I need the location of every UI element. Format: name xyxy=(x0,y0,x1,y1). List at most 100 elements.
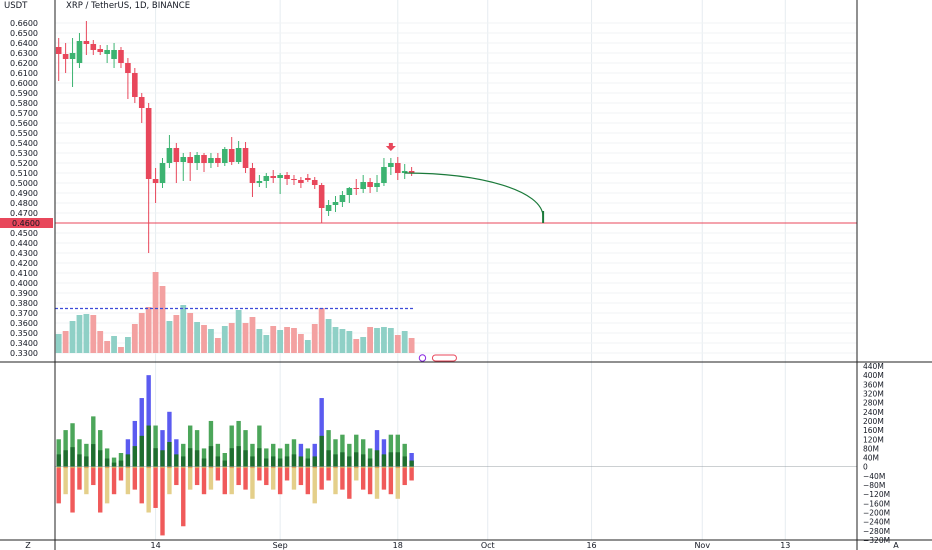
oscillator-bar-negative xyxy=(201,466,207,495)
oscillator-bar-positive xyxy=(70,423,75,467)
volume-layer xyxy=(55,272,415,353)
price-tick-label: 0.6400 xyxy=(10,39,38,48)
price-tick-label: 0.4100 xyxy=(10,269,38,278)
oscillator-bar-negative xyxy=(187,466,193,490)
volume-bar xyxy=(346,331,353,353)
price-tick-label: 0.4000 xyxy=(10,279,38,288)
candle-body xyxy=(346,188,353,195)
oscillator-bar-negative xyxy=(305,466,311,495)
oscillator-bar-positive xyxy=(153,425,158,467)
oscillator-bar-core xyxy=(395,452,400,467)
volume-bar xyxy=(291,328,297,353)
oscillator-bar-negative xyxy=(236,466,241,486)
volume-bar xyxy=(298,334,304,353)
oscillator-bar-baseline xyxy=(298,466,304,469)
volume-bar xyxy=(270,326,277,353)
oscillator-bar-baseline xyxy=(194,466,200,469)
volume-bar xyxy=(263,335,270,353)
volume-bar xyxy=(208,329,214,353)
oscillator-bar-baseline xyxy=(347,466,352,469)
sell-marker-arrow xyxy=(385,146,396,151)
oscillator-bar-negative xyxy=(91,466,96,486)
candle-body xyxy=(166,148,173,163)
oscillator-bar-positive xyxy=(312,443,317,467)
oscillator-bar-core xyxy=(271,456,276,467)
candle-body xyxy=(221,149,228,163)
oscillator-bar-positive xyxy=(264,448,269,467)
oscillator-bar-positive xyxy=(160,430,165,467)
date-tick-label: 16 xyxy=(586,541,596,550)
oscillator-bar-positive xyxy=(284,443,290,467)
volume-bar xyxy=(55,334,62,353)
volume-bar xyxy=(401,331,408,353)
oscillator-bar-baseline xyxy=(367,466,373,469)
oscillator-bar-positive xyxy=(118,453,124,467)
oscillator-bar-baseline xyxy=(250,466,255,469)
oscillator-bar-baseline xyxy=(84,466,89,469)
oscillator-bar-positive xyxy=(222,453,227,467)
oscillator-bar-positive xyxy=(84,443,89,467)
current-price-label: 0.4600 xyxy=(12,219,40,228)
oscillator-bar-negative xyxy=(340,466,345,490)
oscillator-bar-baseline xyxy=(360,466,366,469)
oscillator-tick-label: −200M xyxy=(863,509,890,518)
oscillator-bar-core xyxy=(160,450,165,467)
candle-body xyxy=(291,179,297,180)
oscillator-bar-baseline xyxy=(63,466,68,469)
candle-body xyxy=(305,178,311,180)
oscillator-bar-baseline xyxy=(174,466,179,469)
oscillator-bar-positive xyxy=(125,439,131,467)
oscillator-tick-label: −240M xyxy=(863,518,890,527)
volume-bar xyxy=(166,321,173,353)
volume-bar xyxy=(221,326,228,353)
oscillator-bar-core xyxy=(236,446,241,467)
candle-body xyxy=(374,183,380,187)
oscillator-bar-negative xyxy=(284,466,290,481)
grid-layer xyxy=(55,0,857,540)
oscillator-bar-negative xyxy=(98,466,103,513)
oscillator-bar-baseline xyxy=(181,466,186,469)
oscillator-bar-core xyxy=(201,458,207,467)
oscillator-bar-negative xyxy=(277,466,283,495)
oscillator-bar-core xyxy=(215,456,221,467)
oscillator-bar-core xyxy=(139,435,144,467)
candle-body xyxy=(277,175,283,178)
price-tick-label: 0.6100 xyxy=(10,69,38,78)
oscillator-bar-negative xyxy=(360,466,366,490)
date-tick-label: 14 xyxy=(150,541,160,550)
oscillator-bar-negative xyxy=(264,466,269,486)
candle-body xyxy=(401,171,408,173)
volume-bar xyxy=(394,335,401,353)
oscillator-bar-negative xyxy=(153,466,158,508)
candle-body xyxy=(83,41,90,44)
oscillator-bar-positive xyxy=(132,420,138,467)
oscillator-bar-negative xyxy=(229,466,234,495)
oscillator-bar-positive xyxy=(187,425,193,467)
volume-bar xyxy=(374,328,380,353)
oscillator-tick-label: −320M xyxy=(863,536,890,545)
oscillator-bar-core xyxy=(208,446,214,467)
oscillator-bar-negative xyxy=(250,466,255,499)
candle-body xyxy=(263,176,270,181)
oscillator-bar-positive xyxy=(326,430,331,467)
price-tick-label: 0.5500 xyxy=(10,129,38,138)
date-tick-label: 13 xyxy=(780,541,790,550)
oscillator-bar-positive xyxy=(146,375,151,467)
oscillator-bar-negative xyxy=(374,466,380,499)
volume-bar xyxy=(256,329,263,353)
oscillator-tick-label: −160M xyxy=(863,499,890,508)
oscillator-bar-positive xyxy=(243,430,248,467)
oscillator-bar-core xyxy=(333,454,338,467)
candle-body xyxy=(235,148,242,162)
oscillator-bar-positive xyxy=(291,439,297,467)
oscillator-bar-baseline xyxy=(277,466,283,469)
price-tick-label: 0.3300 xyxy=(10,349,38,358)
oscillator-bar-baseline xyxy=(229,466,234,469)
oscillator-bar-core xyxy=(367,458,373,467)
oscillator-bar-core xyxy=(257,448,262,467)
oscillator-bar-baseline xyxy=(257,466,262,469)
event-badge-icon xyxy=(418,354,427,362)
oscillator-bar-positive xyxy=(367,448,373,467)
candle-body xyxy=(104,50,110,54)
